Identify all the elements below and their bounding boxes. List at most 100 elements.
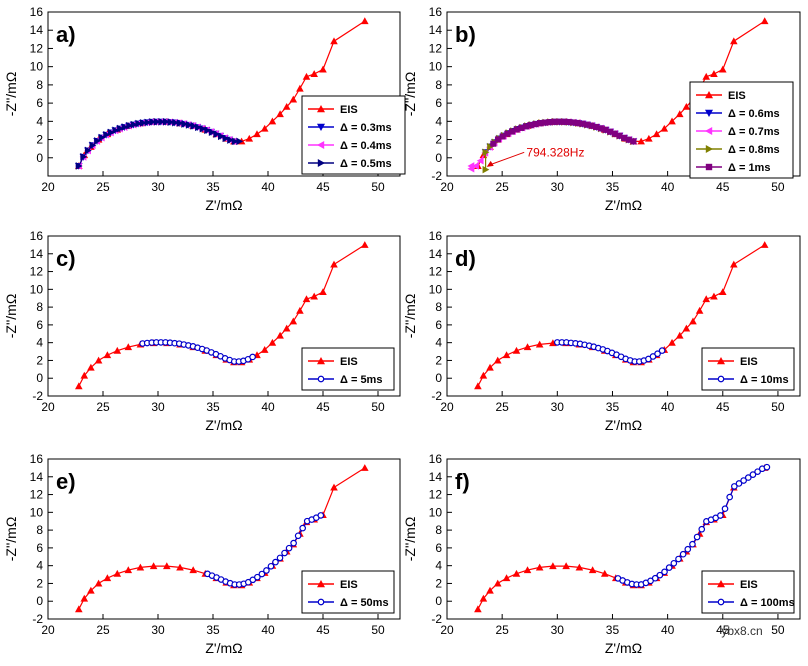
y-tick-label: 0 (36, 371, 43, 385)
x-tick-label: 35 (206, 180, 220, 194)
data-point (319, 65, 327, 73)
y-tick-label: 2 (435, 576, 442, 590)
data-point (760, 241, 769, 248)
legend-entry: Δ = 0.3ms (308, 122, 392, 134)
data-point (668, 117, 676, 125)
y-tick-label: -2 (32, 612, 43, 626)
y-tick-label: 10 (30, 505, 44, 519)
data-point (527, 122, 534, 129)
y-tick-label: 0 (435, 371, 442, 385)
panel-label: b) (455, 22, 476, 47)
data-point (726, 493, 733, 501)
plot-frame (47, 235, 401, 397)
legend-entry: EIS (308, 104, 358, 116)
y-tick-label: 0 (435, 594, 442, 608)
annotation-arrow (489, 151, 525, 166)
data-point (218, 132, 225, 141)
y-axis-label: -Z''/mΩ (3, 72, 19, 117)
data-point (717, 512, 724, 519)
data-point (575, 563, 584, 571)
y-tick-label: -2 (431, 389, 442, 403)
y-tick-label: 2 (36, 576, 43, 590)
y-tick-label: 16 (429, 5, 443, 19)
data-point (710, 70, 718, 77)
y-tick-label: 14 (30, 470, 44, 484)
data-point (705, 91, 713, 99)
data-point (735, 480, 743, 487)
data-point (645, 134, 653, 142)
data-point (190, 122, 198, 130)
chart-panel-e: 20 25 30 35 40 45 50 -2 0 2 4 6 8 10 12 14 16 Z'/mΩ -Z''/m… (3, 452, 401, 656)
data-point (502, 574, 511, 582)
data-point (317, 141, 325, 149)
y-tick-label: -2 (431, 169, 442, 183)
data-point (249, 353, 256, 361)
data-point (535, 563, 544, 571)
data-point (569, 119, 576, 126)
data-point (583, 121, 590, 128)
plot-area (75, 241, 369, 390)
data-point (130, 120, 138, 129)
data-point (290, 539, 297, 547)
plot-frame (47, 11, 401, 177)
data-point (158, 117, 166, 126)
legend-label: Δ = 50ms (340, 597, 389, 609)
data-point (267, 562, 275, 570)
data-point (213, 130, 221, 138)
y-tick-label: 10 (429, 60, 443, 74)
data-point (260, 345, 269, 353)
x-tick-label: 35 (206, 623, 220, 637)
data-point (717, 598, 725, 606)
data-point (532, 121, 539, 128)
data-point (87, 363, 95, 371)
y-tick-label: 10 (30, 282, 44, 296)
legend-label: Δ = 0.3ms (340, 122, 392, 134)
data-point (317, 580, 325, 588)
data-point (124, 343, 133, 351)
x-axis-label: Z'/mΩ (205, 640, 242, 656)
data-point (317, 598, 325, 606)
legend-box (701, 347, 795, 391)
y-tick-label: 14 (30, 247, 44, 261)
data-point (702, 295, 711, 303)
y-tick-label: 10 (30, 60, 44, 74)
data-point (490, 140, 497, 147)
chart-panel-f: 20 25 30 35 40 45 50 -2 0 2 4 6 8 10 12 14 16 Z'/mΩ -Z''/m… (402, 452, 801, 656)
data-point (760, 17, 769, 25)
data-point (94, 356, 103, 364)
annotation-label: 794.328Hz (526, 145, 584, 159)
x-tick-label: 50 (371, 623, 385, 637)
data-point (84, 146, 92, 155)
data-point (513, 126, 520, 133)
plot-frame (446, 235, 801, 397)
data-point (546, 119, 553, 126)
legend-entry: Δ = 5ms (308, 374, 382, 386)
y-tick-label: 6 (36, 96, 43, 110)
data-point (285, 544, 293, 552)
data-point (702, 72, 711, 80)
y-tick-label: 8 (435, 523, 442, 537)
x-tick-label: 40 (261, 180, 275, 194)
x-tick-label: 45 (716, 180, 730, 194)
x-tick-label: 20 (41, 400, 55, 414)
y-axis-label: -Z''/mΩ (3, 517, 19, 562)
x-tick-label: 25 (495, 400, 509, 414)
data-point (75, 605, 83, 613)
y-tick-label: 4 (435, 559, 442, 573)
data-point (176, 563, 184, 571)
data-point (512, 569, 521, 577)
data-point (689, 540, 696, 548)
data-point (630, 138, 637, 145)
data-point (670, 559, 678, 567)
x-tick-label: 45 (316, 400, 330, 414)
data-point (317, 512, 325, 519)
plot-frame (446, 11, 801, 177)
data-point (710, 292, 718, 300)
data-point (302, 72, 311, 80)
y-tick-label: 14 (429, 470, 443, 484)
x-tick-label: 25 (96, 400, 110, 414)
legend-entry: Δ = 0.6ms (696, 108, 780, 120)
legend-entry: Δ = 0.7ms (696, 126, 780, 138)
legend-label: Δ = 0.5ms (340, 158, 392, 170)
data-point (467, 162, 475, 170)
